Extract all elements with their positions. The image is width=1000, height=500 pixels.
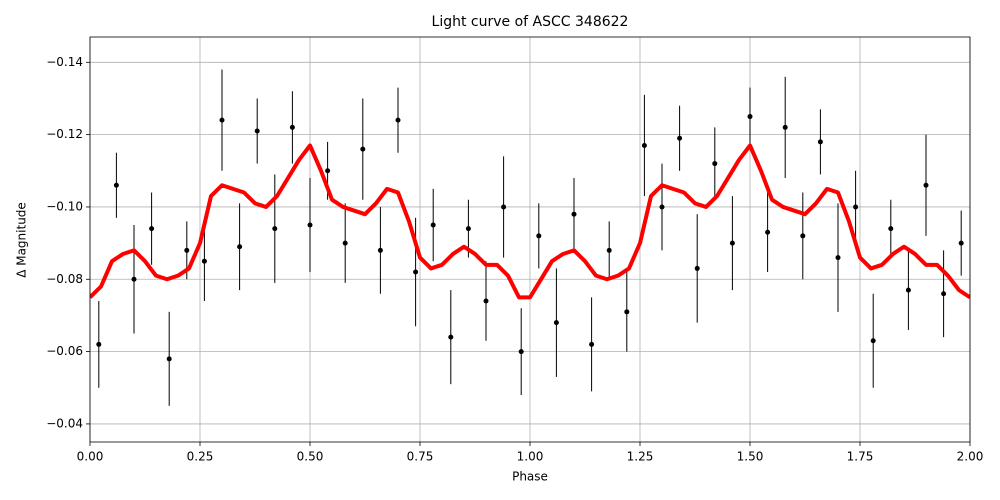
- y-tick-label: −0.12: [46, 127, 83, 141]
- data-point: [131, 276, 137, 282]
- data-point: [835, 255, 841, 261]
- x-tick-label: 0.75: [407, 450, 434, 464]
- data-point: [747, 114, 753, 120]
- x-tick-label: 1.25: [627, 450, 654, 464]
- data-point: [201, 258, 207, 264]
- data-point: [377, 247, 383, 253]
- data-point: [641, 142, 647, 148]
- y-axis-label: Δ Magnitude: [15, 202, 29, 278]
- data-point: [395, 117, 401, 123]
- data-point: [325, 168, 331, 174]
- data-point: [624, 309, 630, 315]
- data-point: [96, 341, 102, 347]
- x-tick-label: 1.50: [737, 450, 764, 464]
- data-point: [712, 161, 718, 167]
- data-point: [219, 117, 225, 123]
- y-tick-label: −0.06: [46, 344, 83, 358]
- x-tick-label: 0.00: [77, 450, 104, 464]
- data-point: [677, 135, 683, 141]
- y-tick-label: −0.08: [46, 272, 83, 286]
- data-point: [272, 226, 278, 232]
- data-point: [483, 298, 489, 304]
- x-axis-label: Phase: [512, 470, 548, 484]
- data-point: [817, 139, 823, 145]
- data-point: [342, 240, 348, 246]
- data-point: [606, 247, 612, 253]
- data-point: [184, 247, 190, 253]
- trend-line: [90, 143, 970, 300]
- data-point: [307, 222, 313, 228]
- data-point: [501, 204, 507, 210]
- y-tick-label: −0.04: [46, 416, 83, 430]
- data-point: [905, 287, 911, 293]
- data-point: [149, 226, 155, 232]
- data-point: [659, 204, 665, 210]
- data-point: [360, 146, 366, 152]
- data-point: [941, 291, 947, 297]
- data-point: [254, 128, 260, 134]
- data-point: [448, 334, 454, 340]
- data-point: [729, 240, 735, 246]
- x-tick-label: 0.25: [187, 450, 214, 464]
- data-point: [571, 211, 577, 217]
- data-point: [518, 349, 524, 355]
- plot-area: [90, 69, 970, 406]
- data-point: [589, 341, 595, 347]
- data-point: [553, 320, 559, 326]
- x-tick-label: 1.00: [517, 450, 544, 464]
- data-point: [870, 338, 876, 344]
- data-point: [113, 182, 119, 188]
- data-point: [237, 244, 243, 250]
- data-point: [923, 182, 929, 188]
- data-point: [853, 204, 859, 210]
- data-point: [430, 222, 436, 228]
- data-point: [413, 269, 419, 275]
- y-tick-label: −0.14: [46, 55, 83, 69]
- data-point: [888, 226, 894, 232]
- data-point: [958, 240, 964, 246]
- x-tick-label: 2.00: [957, 450, 984, 464]
- data-point: [289, 124, 295, 130]
- data-point: [800, 233, 806, 239]
- data-point: [166, 356, 172, 362]
- chart-title: Light curve of ASCC 348622: [432, 14, 629, 30]
- x-tick-label: 0.50: [297, 450, 324, 464]
- data-point: [465, 226, 471, 232]
- data-point: [765, 229, 771, 235]
- data-point: [694, 265, 700, 271]
- data-point: [536, 233, 542, 239]
- data-point: [782, 124, 788, 130]
- x-tick-label: 1.75: [847, 450, 874, 464]
- y-tick-label: −0.10: [46, 199, 83, 213]
